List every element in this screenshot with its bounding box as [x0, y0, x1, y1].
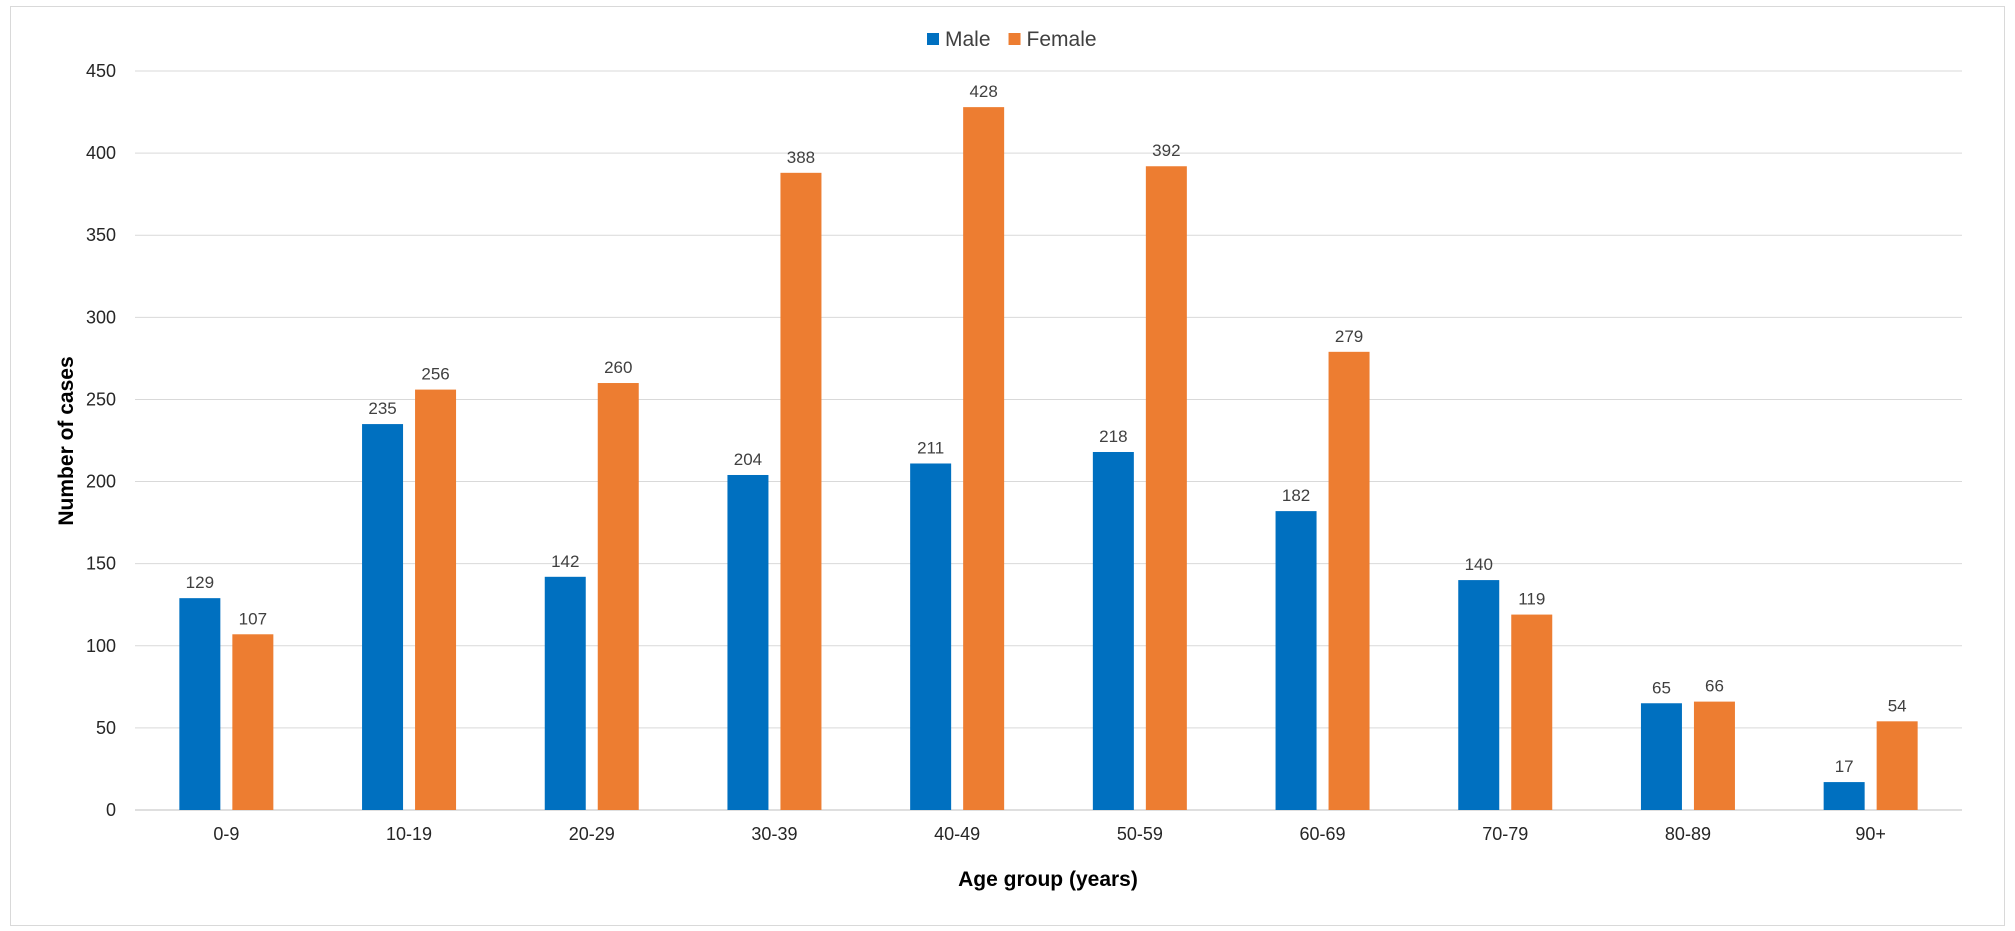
- legend-swatch-female: [1008, 33, 1021, 45]
- data-label-male: 65: [1652, 678, 1671, 697]
- bar-male: [179, 598, 221, 810]
- x-axis-ticks: 0-9 10-19 20-29 30-39 40-49 50-59 60-69 70-79 80…: [213, 824, 1886, 844]
- bar-male: [1640, 703, 1682, 810]
- legend-label-male: Male: [945, 28, 991, 51]
- bar-female: [963, 107, 1005, 810]
- x-tick-label: 90+: [1855, 824, 1886, 844]
- data-label-male: 142: [551, 552, 579, 571]
- x-tick-label: 0-9: [213, 824, 239, 844]
- gridlines: [135, 70, 1962, 811]
- bar-female: [232, 634, 274, 810]
- bar-female: [597, 383, 639, 810]
- data-label-male: 204: [734, 450, 762, 469]
- x-tick-label: 80-89: [1665, 824, 1711, 844]
- y-tick-label: 250: [86, 389, 116, 409]
- bar-male: [1275, 511, 1317, 810]
- y-tick-label: 300: [86, 307, 116, 327]
- bar-female: [780, 172, 822, 811]
- data-label-male: 140: [1465, 555, 1493, 574]
- bar-female: [1693, 701, 1735, 810]
- bar-female: [415, 389, 457, 810]
- y-tick-label: 400: [86, 143, 116, 163]
- x-tick-label: 50-59: [1117, 824, 1163, 844]
- data-label-female: 119: [1518, 590, 1545, 609]
- bar-male: [727, 474, 769, 810]
- bar-male: [910, 463, 952, 810]
- legend-swatch-male: [927, 33, 939, 45]
- data-label-female: 107: [239, 609, 267, 628]
- data-label-female: 260: [604, 358, 632, 377]
- y-tick-label: 0: [106, 800, 116, 820]
- x-axis-title: Age group (years): [958, 868, 1138, 891]
- bar-female: [1328, 351, 1370, 810]
- bars: [179, 107, 1918, 811]
- data-label-male: 211: [917, 438, 944, 457]
- data-label-female: 256: [421, 365, 449, 384]
- x-tick-label: 30-39: [751, 824, 797, 844]
- x-tick-label: 60-69: [1300, 824, 1346, 844]
- data-label-female: 66: [1705, 677, 1724, 696]
- bar-female: [1876, 721, 1918, 810]
- data-label-female: 54: [1888, 696, 1907, 715]
- bar-male: [1092, 451, 1134, 810]
- y-axis-ticks: 0 50 100 150 200 250 300 350 400 450: [86, 61, 116, 820]
- y-tick-label: 350: [86, 225, 116, 245]
- data-label-male: 182: [1282, 486, 1310, 505]
- data-labels: 129 107 235 256 142 260 204 388 211 428 218 392 182 2…: [186, 82, 1907, 776]
- legend: Male Female: [927, 28, 1097, 51]
- data-label-female: 279: [1335, 327, 1363, 346]
- bar-male: [1823, 782, 1865, 810]
- x-tick-label: 20-29: [569, 824, 615, 844]
- bar-female: [1511, 614, 1553, 810]
- y-tick-label: 50: [96, 718, 116, 738]
- data-label-female: 392: [1152, 141, 1180, 160]
- y-tick-label: 450: [86, 61, 116, 81]
- bar-male: [1458, 580, 1500, 810]
- data-label-female: 428: [969, 82, 997, 101]
- x-tick-label: 10-19: [386, 824, 432, 844]
- data-label-male: 17: [1835, 757, 1854, 776]
- y-tick-label: 150: [86, 554, 116, 574]
- data-label-male: 218: [1099, 427, 1127, 446]
- data-label-male: 129: [186, 573, 214, 592]
- data-label-female: 388: [787, 148, 815, 167]
- y-tick-label: 200: [86, 472, 116, 492]
- bar-male: [362, 424, 404, 810]
- x-tick-label: 70-79: [1482, 824, 1528, 844]
- bar-female: [1145, 166, 1187, 810]
- x-tick-label: 40-49: [934, 824, 980, 844]
- bar-male: [544, 576, 586, 810]
- y-tick-label: 100: [86, 636, 116, 656]
- legend-label-female: Female: [1027, 28, 1097, 51]
- data-label-male: 235: [368, 399, 396, 418]
- y-axis-title: Number of cases: [55, 356, 78, 525]
